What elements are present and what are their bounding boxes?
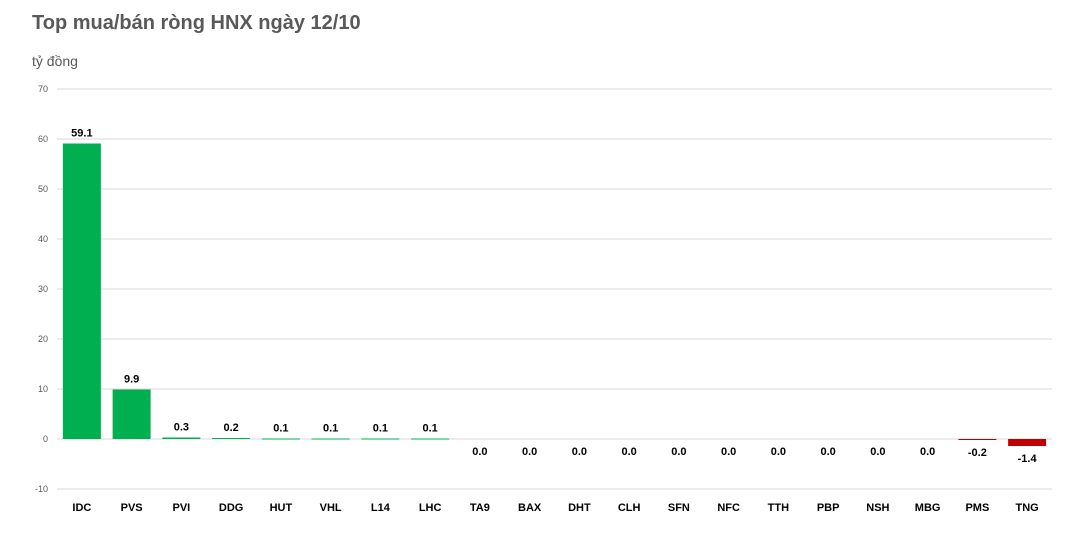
data-label: 0.2	[223, 422, 238, 434]
x-tick-label: IDC	[72, 502, 91, 514]
data-label: 0.3	[174, 422, 189, 434]
bar-HUT	[261, 438, 300, 440]
data-label: 0.0	[522, 446, 537, 458]
x-tick-label: CLH	[618, 502, 641, 514]
x-tick-label: NSH	[866, 502, 889, 514]
chart-title: Top mua/bán ròng HNX ngày 12/10	[32, 12, 361, 34]
data-label: 0.0	[820, 446, 835, 458]
data-label: 9.9	[124, 374, 139, 386]
data-label: 0.0	[771, 446, 786, 458]
data-label: -0.2	[968, 447, 987, 459]
bar-PMS	[958, 439, 997, 440]
x-tick-label: NFC	[717, 502, 740, 514]
data-label: 0.0	[870, 446, 885, 458]
bar-DDG	[212, 438, 251, 439]
bar-PVS	[112, 389, 151, 439]
bar-VHL	[311, 438, 350, 440]
bar-TNG	[1008, 439, 1047, 446]
bar-IDC	[62, 143, 101, 439]
data-label: 0.1	[323, 423, 338, 435]
x-tick-label: PBP	[817, 502, 840, 514]
data-label: 59.1	[71, 128, 92, 140]
data-label: -1.4	[1018, 453, 1038, 465]
data-label: 0.0	[920, 446, 935, 458]
data-label: 0.0	[572, 446, 587, 458]
y-tick-label: 20	[38, 334, 48, 344]
y-tick-label: 30	[38, 284, 48, 294]
x-tick-label: DDG	[219, 502, 243, 514]
x-tick-label: TTH	[768, 502, 789, 514]
bar-PVI	[162, 437, 201, 439]
data-label: 0.0	[621, 446, 636, 458]
y-tick-label: 10	[38, 384, 48, 394]
x-tick-label: L14	[371, 502, 391, 514]
data-label: 0.0	[721, 446, 736, 458]
data-label: 0.1	[422, 423, 437, 435]
data-label: 0.0	[671, 446, 686, 458]
x-tick-label: TA9	[470, 502, 490, 514]
data-label: 0.1	[373, 423, 388, 435]
data-label: 0.1	[273, 423, 288, 435]
y-tick-label: 50	[38, 184, 48, 194]
x-tick-label: PVS	[121, 502, 143, 514]
y-tick-label: -10	[35, 484, 48, 494]
x-tick-label: HUT	[270, 502, 293, 514]
bar-LHC	[411, 438, 450, 440]
x-tick-label: DHT	[568, 502, 591, 514]
x-tick-label: TNG	[1016, 502, 1039, 514]
bar-L14	[361, 438, 400, 440]
x-tick-label: LHC	[419, 502, 442, 514]
y-tick-label: 40	[38, 234, 48, 244]
y-tick-label: 60	[38, 134, 48, 144]
y-tick-label: 0	[43, 434, 48, 444]
y-tick-label: 70	[38, 84, 48, 94]
x-tick-label: PVI	[173, 502, 191, 514]
y-axis-unit: tỷ đồng	[32, 53, 78, 69]
x-tick-label: PMS	[965, 502, 989, 514]
x-tick-label: SFN	[668, 502, 690, 514]
data-label: 0.0	[472, 446, 487, 458]
x-tick-label: BAX	[518, 502, 542, 514]
x-tick-label: MBG	[915, 502, 941, 514]
x-tick-label: VHL	[320, 502, 342, 514]
